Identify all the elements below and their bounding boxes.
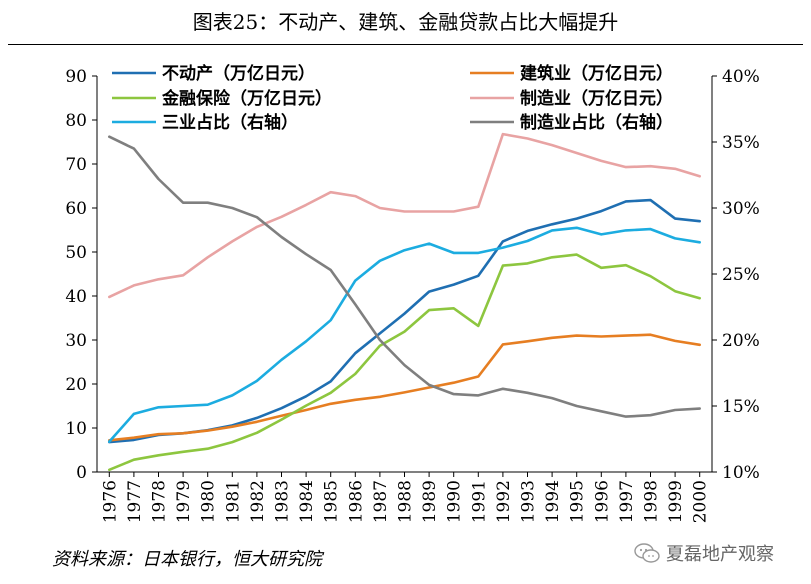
x-tick-label: 1985 bbox=[322, 480, 342, 523]
left-tick-label: 90 bbox=[65, 67, 87, 87]
left-tick-label: 80 bbox=[65, 111, 87, 131]
legend-label-3: 金融保险（万亿日元） bbox=[161, 88, 332, 109]
left-tick-label: 20 bbox=[65, 375, 87, 395]
right-tick-label: 30% bbox=[722, 199, 760, 219]
x-tick-label: 1998 bbox=[642, 480, 662, 523]
legend-label-5: 三业占比（右轴） bbox=[162, 112, 298, 133]
x-tick-label: 1978 bbox=[150, 480, 170, 523]
x-tick-label: 1997 bbox=[617, 480, 637, 523]
legend-label-2: 建筑业（万亿日元） bbox=[520, 63, 673, 84]
right-tick-label: 15% bbox=[722, 397, 760, 417]
series-line-3 bbox=[108, 253, 702, 472]
left-tick-label: 30 bbox=[65, 331, 87, 351]
right-tick-label: 25% bbox=[722, 265, 760, 285]
x-tick-label: 1992 bbox=[494, 480, 514, 523]
x-tick-label: 1979 bbox=[174, 480, 194, 523]
x-tick-label: 1994 bbox=[543, 480, 563, 523]
x-tick-label: 1987 bbox=[371, 480, 391, 523]
x-tick-label: 1984 bbox=[297, 480, 317, 523]
x-tick-label: 1983 bbox=[273, 480, 293, 523]
left-tick-label: 50 bbox=[65, 243, 87, 263]
x-tick-label: 1990 bbox=[445, 480, 465, 523]
watermark: 夏磊地产观察 bbox=[634, 540, 774, 566]
left-tick-label: 60 bbox=[65, 199, 87, 219]
series-line-6 bbox=[108, 135, 702, 418]
wechat-icon bbox=[634, 543, 660, 563]
right-tick-label: 40% bbox=[722, 67, 760, 87]
watermark-text: 夏磊地产观察 bbox=[666, 544, 774, 565]
right-tick-label: 20% bbox=[722, 331, 760, 351]
x-tick-label: 1995 bbox=[568, 480, 588, 523]
x-tick-label: 2000 bbox=[691, 480, 711, 523]
x-tick-label: 1993 bbox=[519, 480, 539, 523]
x-tick-label: 1988 bbox=[396, 480, 416, 523]
x-tick-label: 1976 bbox=[100, 480, 120, 523]
series-line-2 bbox=[108, 333, 702, 442]
x-tick-label: 1996 bbox=[592, 480, 612, 523]
x-tick-label: 1981 bbox=[223, 480, 243, 523]
title-divider bbox=[8, 44, 803, 45]
left-tick-label: 40 bbox=[65, 287, 87, 307]
legend-label-6: 制造业占比（右轴） bbox=[520, 112, 673, 133]
x-tick-label: 1989 bbox=[420, 480, 440, 523]
left-tick-label: 0 bbox=[76, 463, 87, 483]
right-tick-label: 10% bbox=[722, 463, 760, 483]
legend-label-4: 制造业（万亿日元） bbox=[520, 88, 673, 109]
x-tick-label: 1999 bbox=[666, 480, 686, 523]
legend-label-1: 不动产（万亿日元） bbox=[162, 63, 315, 84]
x-tick-label: 1982 bbox=[248, 480, 268, 523]
x-tick-label: 1991 bbox=[469, 480, 489, 523]
series-line-4 bbox=[108, 132, 702, 299]
left-tick-label: 70 bbox=[65, 155, 87, 175]
chart-title: 图表25：不动产、建筑、金融贷款占比大幅提升 bbox=[192, 10, 619, 34]
right-tick-label: 35% bbox=[722, 133, 760, 153]
x-tick-label: 1977 bbox=[125, 480, 145, 523]
x-tick-label: 1986 bbox=[346, 480, 366, 523]
left-tick-label: 10 bbox=[65, 419, 87, 439]
x-tick-label: 1980 bbox=[199, 480, 219, 523]
source-note: 资料来源：日本银行，恒大研究院 bbox=[52, 549, 322, 570]
series-line-5 bbox=[108, 226, 702, 443]
